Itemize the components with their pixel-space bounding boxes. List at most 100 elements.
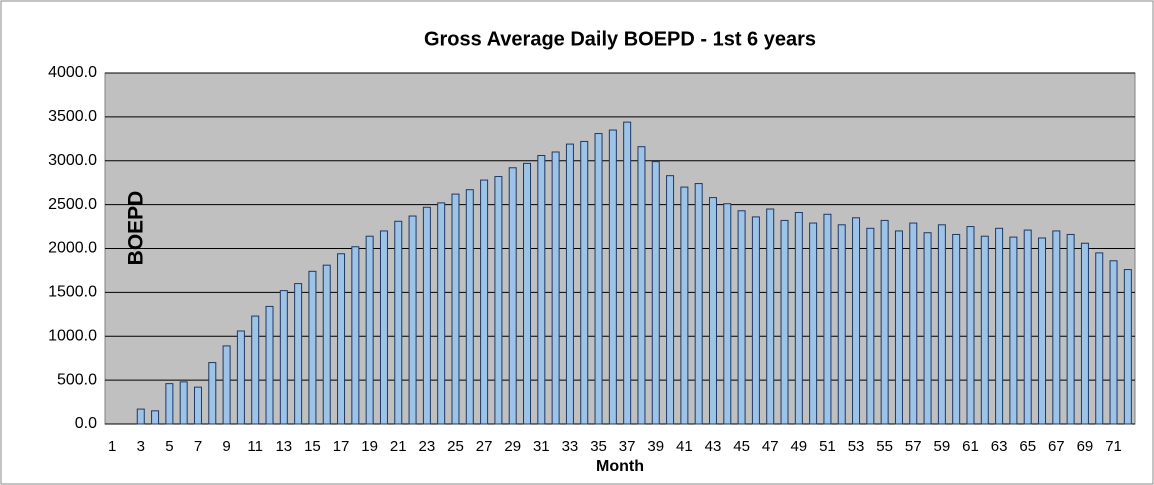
bar <box>880 219 889 425</box>
bar <box>523 162 532 425</box>
x-tick-label: 71 <box>1105 438 1122 455</box>
y-tick-label: 500.0 <box>57 371 97 388</box>
bar <box>952 233 961 425</box>
bar <box>193 386 202 425</box>
y-tick-label: 3500.0 <box>48 108 97 125</box>
bar <box>151 410 160 425</box>
bar <box>1038 237 1047 425</box>
y-tick-label: 2000.0 <box>48 240 97 257</box>
x-tick-label: 9 <box>222 438 230 455</box>
x-tick-label: 57 <box>905 438 922 455</box>
bar <box>794 212 803 425</box>
bar <box>494 176 503 425</box>
x-tick-label: 47 <box>762 438 779 455</box>
bar <box>551 151 560 425</box>
x-tick-label: 13 <box>275 438 292 455</box>
x-tick-label: 29 <box>504 438 521 455</box>
bar <box>1109 260 1118 425</box>
x-tick-label: 43 <box>705 438 722 455</box>
bar <box>1066 233 1075 425</box>
y-axis-label: BOEPD <box>125 191 148 266</box>
bar <box>737 210 746 425</box>
y-tick-label: 3000.0 <box>48 152 97 169</box>
bar <box>179 381 188 425</box>
x-tick-label: 25 <box>447 438 464 455</box>
bar <box>966 226 975 425</box>
bar <box>680 186 689 425</box>
bar <box>451 193 460 425</box>
x-tick-label: 39 <box>647 438 664 455</box>
x-tick-label: 21 <box>390 438 407 455</box>
bar <box>866 227 875 425</box>
bar <box>823 213 832 425</box>
bar <box>1123 269 1132 425</box>
bar <box>594 133 603 425</box>
bar <box>723 203 732 425</box>
bar <box>437 202 446 425</box>
bar <box>780 219 789 425</box>
y-tick-label: 0.0 <box>75 415 97 432</box>
bar <box>1009 236 1018 425</box>
bar <box>623 121 632 425</box>
bar <box>708 197 717 425</box>
x-tick-label: 27 <box>476 438 493 455</box>
x-tick-label: 37 <box>619 438 636 455</box>
x-tick-label: 65 <box>1019 438 1036 455</box>
x-tick-label: 61 <box>962 438 979 455</box>
x-tick-label: 31 <box>533 438 550 455</box>
x-tick-label: 45 <box>733 438 750 455</box>
bar <box>251 315 260 425</box>
bar <box>751 216 760 425</box>
x-tick-label: 53 <box>848 438 865 455</box>
y-tick-label: 1000.0 <box>48 327 97 344</box>
x-tick-label: 59 <box>934 438 951 455</box>
bar <box>580 140 589 425</box>
x-tick-label: 23 <box>419 438 436 455</box>
x-tick-label: 17 <box>333 438 350 455</box>
bar <box>1052 230 1061 425</box>
bar <box>422 206 431 425</box>
bar <box>279 290 288 425</box>
chart-title: Gross Average Daily BOEPD - 1st 6 years <box>424 28 816 50</box>
bar <box>480 179 489 425</box>
bar <box>337 253 346 425</box>
x-axis-label: Month <box>596 458 644 475</box>
bar <box>666 175 675 425</box>
x-tick-label: 67 <box>1048 438 1065 455</box>
bar <box>394 220 403 425</box>
x-tick-label: 15 <box>304 438 321 455</box>
y-tick-label: 4000.0 <box>48 64 97 81</box>
bar <box>308 270 317 425</box>
bar <box>637 146 646 425</box>
x-tick-label: 1 <box>108 438 116 455</box>
bar <box>852 217 861 425</box>
y-tick-label: 2500.0 <box>48 196 97 213</box>
y-tick-label: 1500.0 <box>48 284 97 301</box>
x-tick-label: 35 <box>590 438 607 455</box>
bar <box>322 264 331 425</box>
x-tick-label: 55 <box>876 438 893 455</box>
bar <box>565 143 574 425</box>
x-tick-label: 69 <box>1077 438 1094 455</box>
bar <box>837 224 846 425</box>
bar <box>236 330 245 425</box>
bar <box>222 345 231 425</box>
bar <box>265 305 274 425</box>
bar <box>351 246 360 425</box>
bar <box>1095 252 1104 425</box>
bar <box>537 154 546 425</box>
bar <box>165 383 174 425</box>
x-tick-label: 51 <box>819 438 836 455</box>
bar <box>365 235 374 425</box>
bar <box>136 408 145 425</box>
bar <box>923 232 932 425</box>
bar <box>1080 242 1089 425</box>
bar <box>294 283 303 425</box>
x-tick-label: 19 <box>361 438 378 455</box>
x-tick-label: 11 <box>247 438 263 455</box>
bar <box>379 230 388 425</box>
bar <box>937 224 946 425</box>
x-tick-label: 3 <box>137 438 145 455</box>
bar <box>608 129 617 425</box>
x-tick-label: 33 <box>562 438 579 455</box>
